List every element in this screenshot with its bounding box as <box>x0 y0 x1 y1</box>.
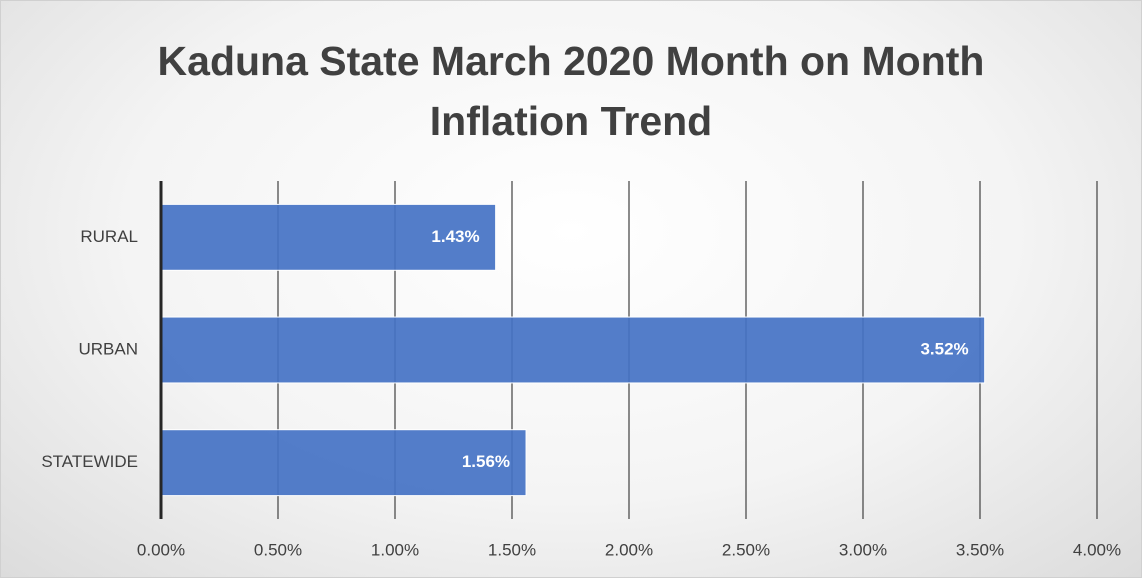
x-tick-label: 2.50% <box>722 540 770 559</box>
data-label: 1.56% <box>462 452 510 471</box>
x-tick-label: 0.50% <box>254 540 302 559</box>
chart-title: Kaduna State March 2020 Month on Month I… <box>157 38 985 144</box>
y-tick-label: URBAN <box>78 339 138 358</box>
x-tick-label: 3.00% <box>839 540 887 559</box>
x-tick-label: 1.00% <box>371 540 419 559</box>
bar <box>160 429 527 497</box>
bar <box>160 316 986 384</box>
bar <box>160 203 497 271</box>
y-tick-label: STATEWIDE <box>41 452 138 471</box>
x-tick-label: 1.50% <box>488 540 536 559</box>
x-tick-label: 4.00% <box>1073 540 1121 559</box>
x-tick-label: 2.00% <box>605 540 653 559</box>
x-tick-label: 0.00% <box>137 540 185 559</box>
data-label: 3.52% <box>920 339 968 358</box>
x-tick-label: 3.50% <box>956 540 1004 559</box>
y-tick-label: RURAL <box>80 227 138 246</box>
data-label: 1.43% <box>431 227 479 246</box>
